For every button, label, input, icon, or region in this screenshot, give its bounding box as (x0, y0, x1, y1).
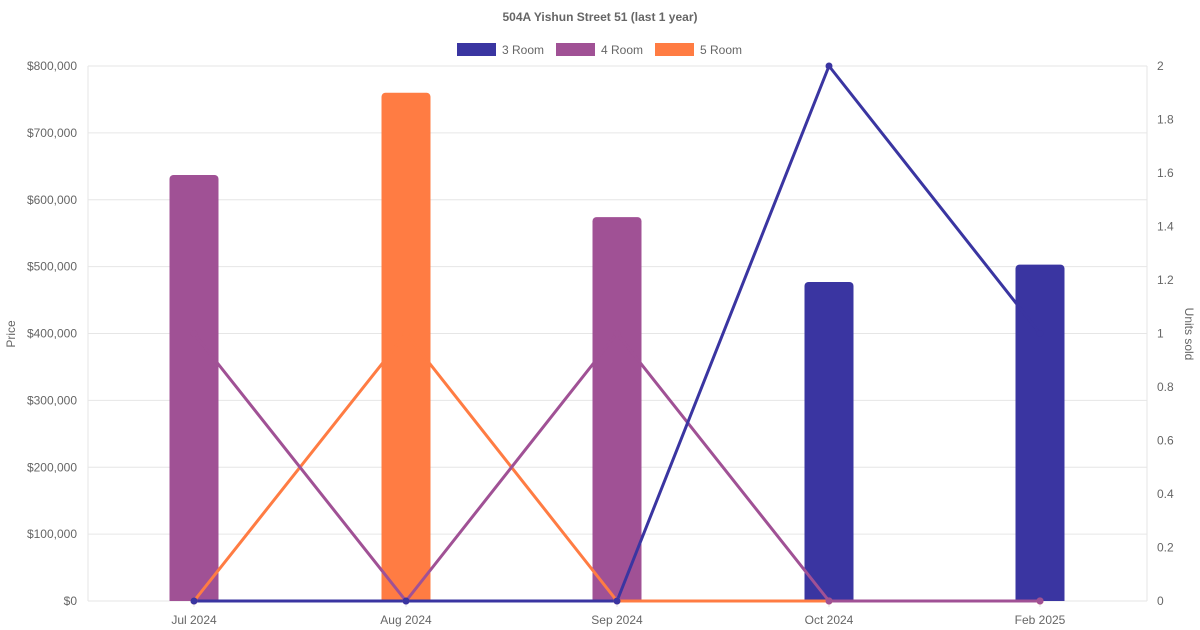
point-3-room (613, 597, 621, 605)
right-axis-ticks: 0 0.2 0.4 0.6 0.8 1 1.2 1.4 1.6 1.8 2 (1157, 59, 1174, 608)
right-tick-label: 1.8 (1157, 113, 1174, 127)
right-axis-title: Units sold (1182, 308, 1196, 361)
legend: 3 Room 4 Room 5 Room (457, 43, 742, 57)
legend-label-4-room: 4 Room (601, 43, 643, 57)
bar-4-room (169, 175, 219, 601)
left-axis-ticks: $0 $100,000 $200,000 $300,000 $400,000 $500,0… (27, 59, 77, 608)
right-tick-label: 0.4 (1157, 487, 1174, 501)
left-tick-label: $700,000 (27, 126, 77, 140)
point-4-room (613, 330, 621, 337)
point-5-room (402, 330, 410, 337)
point-4-room (190, 330, 198, 337)
point-3-room (190, 597, 198, 605)
x-tick-label: Feb 2025 (1015, 613, 1066, 627)
legend-swatch-5-room (655, 43, 694, 56)
right-tick-label: 0 (1157, 594, 1164, 608)
left-tick-label: $500,000 (27, 260, 77, 274)
point-4-room (1036, 597, 1044, 605)
point-3-room (1036, 330, 1044, 337)
left-tick-label: $800,000 (27, 59, 77, 73)
right-tick-label: 1.2 (1157, 273, 1174, 287)
right-tick-label: 0.2 (1157, 541, 1174, 555)
x-tick-label: Oct 2024 (805, 613, 854, 627)
x-tick-label: Aug 2024 (380, 613, 432, 627)
price-bars (169, 92, 1065, 601)
point-3-room (825, 62, 833, 70)
legend-swatch-3-room (457, 43, 496, 56)
left-tick-label: $300,000 (27, 393, 77, 407)
bar-4-room (592, 217, 642, 601)
point-4-room (825, 597, 833, 605)
right-tick-label: 0.6 (1157, 434, 1174, 448)
x-axis-ticks: Jul 2024 Aug 2024 Sep 2024 Oct 2024 Feb 2025 (171, 601, 1066, 627)
left-tick-label: $400,000 (27, 327, 77, 341)
chart-title: 504A Yishun Street 51 (last 1 year) (503, 10, 698, 24)
left-tick-label: $0 (64, 594, 78, 608)
right-tick-label: 2 (1157, 59, 1164, 73)
point-3-room (402, 597, 410, 605)
legend-label-5-room: 5 Room (700, 43, 742, 57)
right-tick-label: 1.4 (1157, 220, 1174, 234)
x-tick-label: Sep 2024 (591, 613, 643, 627)
bar-3-room (804, 282, 854, 601)
bar-5-room (381, 92, 431, 601)
legend-label-3-room: 3 Room (502, 43, 544, 57)
right-tick-label: 0.8 (1157, 380, 1174, 394)
right-tick-label: 1.6 (1157, 166, 1174, 180)
x-tick-label: Jul 2024 (171, 613, 217, 627)
left-axis-title: Price (4, 320, 18, 348)
right-tick-label: 1 (1157, 327, 1164, 341)
bar-3-room (1015, 264, 1065, 601)
units-points (190, 62, 1044, 605)
left-tick-label: $100,000 (27, 527, 77, 541)
left-tick-label: $600,000 (27, 193, 77, 207)
left-tick-label: $200,000 (27, 460, 77, 474)
legend-swatch-4-room (556, 43, 595, 56)
